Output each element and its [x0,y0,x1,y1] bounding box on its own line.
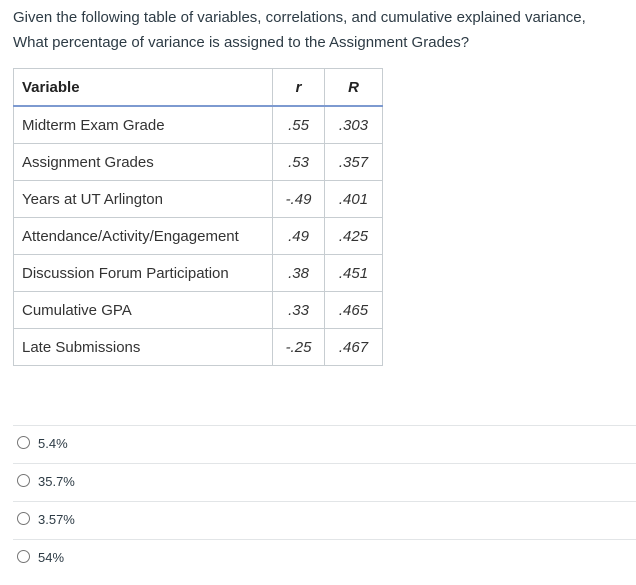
table-value: .303 [324,105,383,144]
table-value: .55 [272,105,325,144]
option-label: 54% [38,550,65,565]
table-value: -.49 [272,180,325,218]
table-row: Assignment Grades .53.357 [13,143,383,181]
table-row: Cumulative GPA .33.465 [13,291,383,329]
answer-option[interactable]: 5.4% [13,425,636,464]
table-value: .53 [272,143,325,181]
radio-button[interactable] [17,550,30,563]
table-value: .467 [324,328,383,366]
option-label: 3.57% [38,512,75,527]
table-value: .49 [272,217,325,255]
variable-name: Midterm Exam Grade [13,105,273,144]
table-value: .33 [272,291,325,329]
answer-option[interactable]: 54% [13,539,636,578]
data-table: Variable r R Midterm Exam Grade .55.303 Assig… [13,68,383,366]
answer-option[interactable]: 3.57% [13,501,636,540]
variable-name: Assignment Grades [13,143,273,181]
option-label: 5.4% [38,436,68,451]
table-row: Attendance/Activity/Engagement .49.425 [13,217,383,255]
question-text: Given the following table of variables, … [13,9,586,26]
table-row: Late Submissions -.25.467 [13,328,383,366]
radio-button[interactable] [17,512,30,525]
table-value: .451 [324,254,383,292]
radio-button[interactable] [17,436,30,449]
option-label: 35.7% [38,474,75,489]
table-row: Midterm Exam Grade .55.303 [13,105,383,144]
variable-name: Late Submissions [13,328,273,366]
column-header: Variable [13,68,273,107]
variable-name: Years at UT Arlington [13,180,273,218]
question-text: What percentage of variance is assigned … [13,34,470,51]
variable-name: Cumulative GPA [13,291,273,329]
column-header: R [324,68,383,107]
header-row: Variable r R [13,68,383,107]
variable-name: Attendance/Activity/Engagement [13,217,273,255]
column-header: r [272,68,325,107]
table-value: .465 [324,291,383,329]
table-value: .357 [324,143,383,181]
table-value: -.25 [272,328,325,366]
table-row: Discussion Forum Participation .38.451 [13,254,383,292]
table-value: .38 [272,254,325,292]
radio-button[interactable] [17,474,30,487]
table-row: Years at UT Arlington -.49.401 [13,180,383,218]
table-value: .401 [324,180,383,218]
table-value: .425 [324,217,383,255]
variable-name: Discussion Forum Participation [13,254,273,292]
answer-option[interactable]: 35.7% [13,463,636,502]
